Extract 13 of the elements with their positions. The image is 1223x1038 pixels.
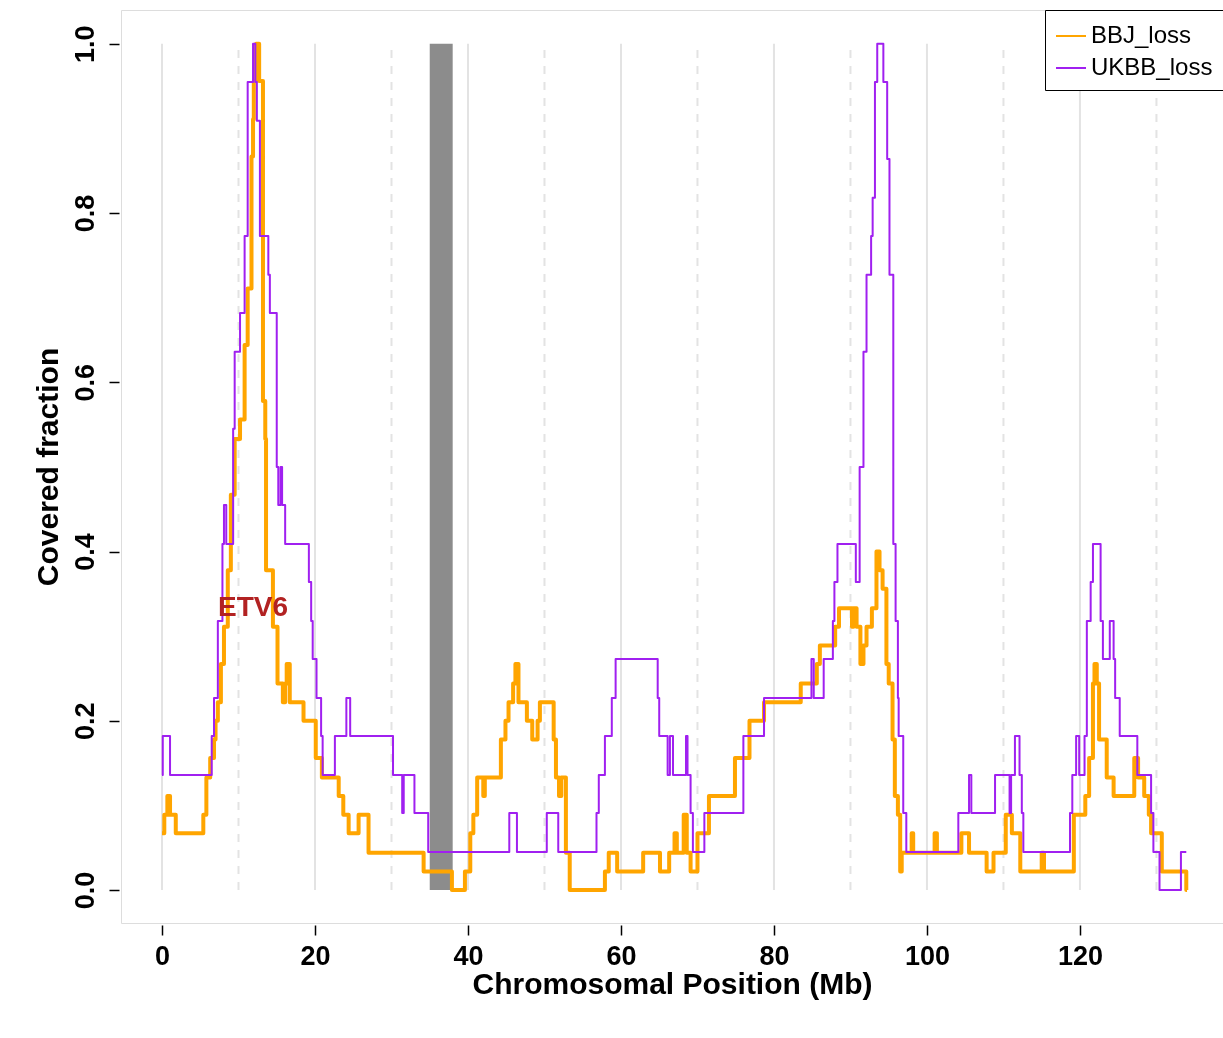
x-tick-label: 0 <box>154 940 171 971</box>
legend-label: UKBB_loss <box>1091 53 1213 80</box>
x-tick-label: 20 <box>300 940 331 971</box>
x-tick-label: 120 <box>1057 940 1103 971</box>
y-tick-label: 1.0 <box>69 25 100 64</box>
y-tick-label: 0.4 <box>69 533 100 571</box>
y-tick-label: 0.8 <box>69 194 100 233</box>
y-axis-title: Covered fraction <box>30 347 64 587</box>
y-tick-label: 0.6 <box>69 364 100 402</box>
y-tick-label: 0.2 <box>69 702 100 741</box>
y-tick-label: 0.0 <box>69 871 100 910</box>
legend-label: BBJ_loss <box>1091 21 1192 48</box>
x-tick-label: 100 <box>904 940 950 971</box>
